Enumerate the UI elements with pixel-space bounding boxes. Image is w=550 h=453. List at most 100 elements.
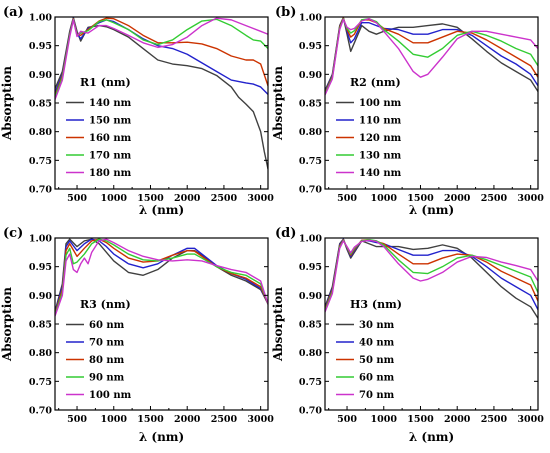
y-tick-label: 0.75 xyxy=(29,156,52,167)
legend-label: 60 nm xyxy=(89,320,125,331)
legend-label: 140 nm xyxy=(359,168,402,179)
legend-label: 170 nm xyxy=(89,151,132,162)
panel-letter: (d) xyxy=(275,226,296,241)
y-tick-label: 1.00 xyxy=(29,13,53,24)
series-group xyxy=(55,238,268,317)
legend: R1 (nm) 140 nm 150 nm 160 nm 170 nm 180 nm xyxy=(66,76,132,179)
y-tick-label: 0.85 xyxy=(29,320,52,331)
x-tick-label: 500 xyxy=(67,414,87,425)
legend-label: 130 nm xyxy=(359,151,402,162)
y-tick-label: 1.00 xyxy=(29,234,53,245)
x-tick-label: 500 xyxy=(337,193,357,204)
y-tick-label: 0.85 xyxy=(29,99,52,110)
x-tick-label: 1500 xyxy=(137,414,164,425)
legend-label: 70 nm xyxy=(359,390,395,401)
x-tick-label: 1500 xyxy=(407,414,434,425)
x-tick-label: 2500 xyxy=(211,193,238,204)
y-tick-label: 0.70 xyxy=(299,185,323,196)
x-tick-label: 1000 xyxy=(371,414,398,425)
y-tick-label: 0.90 xyxy=(29,70,53,81)
series-group xyxy=(325,238,538,319)
legend-label: 30 nm xyxy=(359,320,395,331)
panel-b: (b) 500 1000 1500 2000 2500 3000 0.70 0.75 0.80 0.… xyxy=(271,5,544,217)
x-tick-label: 2000 xyxy=(444,414,471,425)
y-tick-label: 0.70 xyxy=(29,185,53,196)
y-tick-label: 0.75 xyxy=(299,377,322,388)
legend-title: H3 (nm) xyxy=(350,298,402,311)
legend-label: 120 nm xyxy=(359,133,402,144)
x-tick-label: 500 xyxy=(337,414,357,425)
legend: R2 (nm) 100 nm 110 nm 120 nm 130 nm 140 nm xyxy=(336,76,402,179)
series-group xyxy=(55,17,268,170)
y-axis-title: Absorption xyxy=(0,287,14,362)
x-axis-title: λ (nm) xyxy=(139,203,184,217)
legend-title: R1 (nm) xyxy=(80,76,131,89)
legend-label: 70 nm xyxy=(89,338,125,349)
y-axis-title: Absorption xyxy=(271,66,285,141)
x-tick-label: 2500 xyxy=(481,193,508,204)
y-tick-label: 0.70 xyxy=(29,406,53,417)
legend-label: 80 nm xyxy=(89,355,125,366)
series-line xyxy=(55,238,268,316)
y-tick-label: 0.95 xyxy=(29,41,52,52)
x-tick-label: 2500 xyxy=(211,414,238,425)
legend-label: 110 nm xyxy=(359,116,402,127)
x-tick-label: 2000 xyxy=(174,193,201,204)
series-line xyxy=(325,18,538,96)
x-tick-label: 500 xyxy=(67,193,87,204)
y-axis-title: Absorption xyxy=(0,66,14,141)
series-line xyxy=(55,238,268,313)
legend: R3 (nm) 60 nm 70 nm 80 nm 90 nm 100 nm xyxy=(66,298,132,401)
x-axis-title: λ (nm) xyxy=(139,430,184,444)
panel-c: (c) 500 1000 1500 2000 2500 3000 0.70 0.75 0.80 0.… xyxy=(0,226,274,444)
y-tick-label: 0.90 xyxy=(299,70,323,81)
y-tick-label: 0.95 xyxy=(29,262,52,273)
y-tick-label: 0.85 xyxy=(299,99,322,110)
x-axis-title: λ (nm) xyxy=(409,203,454,217)
y-tick-label: 0.95 xyxy=(299,262,322,273)
x-tick-label: 1000 xyxy=(101,193,128,204)
x-tick-label: 1500 xyxy=(407,193,434,204)
legend-label: 50 nm xyxy=(359,355,395,366)
y-tick-label: 0.80 xyxy=(299,348,323,359)
series-line xyxy=(55,238,268,317)
panel-a: (a) 500 1000 1500 2000 2500 3000 0.70 0.75 0.80 0.… xyxy=(0,5,274,217)
legend-title: R3 (nm) xyxy=(80,298,131,311)
y-tick-label: 0.90 xyxy=(299,291,323,302)
x-tick-label: 1500 xyxy=(137,193,164,204)
x-tick-label: 3000 xyxy=(247,414,274,425)
legend-label: 90 nm xyxy=(89,373,125,384)
x-tick-label: 3000 xyxy=(517,414,544,425)
y-tick-label: 0.85 xyxy=(299,320,322,331)
y-tick-label: 1.00 xyxy=(299,234,323,245)
legend-label: 140 nm xyxy=(89,98,132,109)
panel-letter: (c) xyxy=(3,226,23,241)
series-line xyxy=(325,239,538,313)
y-tick-label: 0.95 xyxy=(299,41,322,52)
legend-label: 160 nm xyxy=(89,133,132,144)
legend-title: R2 (nm) xyxy=(350,76,401,89)
legend-label: 40 nm xyxy=(359,338,395,349)
y-tick-label: 0.80 xyxy=(299,127,323,138)
y-tick-label: 1.00 xyxy=(299,13,323,24)
y-tick-label: 0.75 xyxy=(299,156,322,167)
legend-label: 100 nm xyxy=(89,390,132,401)
x-tick-label: 3000 xyxy=(517,193,544,204)
x-tick-label: 2000 xyxy=(174,414,201,425)
series-line xyxy=(55,17,268,101)
x-tick-label: 2000 xyxy=(444,193,471,204)
legend-label: 180 nm xyxy=(89,168,132,179)
x-tick-label: 3000 xyxy=(247,193,274,204)
x-tick-label: 1000 xyxy=(101,414,128,425)
x-tick-label: 1000 xyxy=(371,193,398,204)
y-tick-label: 0.70 xyxy=(299,406,323,417)
plot-frame xyxy=(54,237,269,411)
legend-label: 60 nm xyxy=(359,373,395,384)
y-tick-label: 0.90 xyxy=(29,291,53,302)
legend-label: 150 nm xyxy=(89,116,132,127)
series-line xyxy=(55,17,268,170)
x-tick-label: 2500 xyxy=(481,414,508,425)
x-axis-title: λ (nm) xyxy=(409,430,454,444)
panel-letter: (a) xyxy=(3,5,24,20)
